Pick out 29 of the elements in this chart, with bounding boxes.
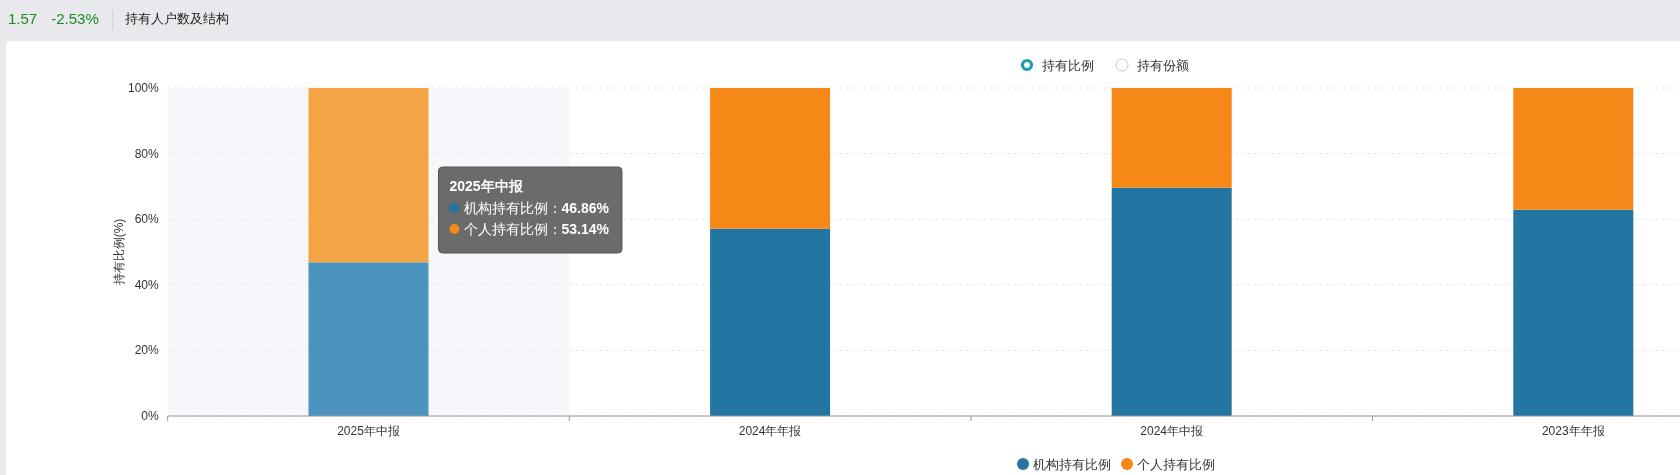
legend-label: 机构持有比例: [1033, 457, 1111, 472]
bar: [710, 88, 831, 229]
bar: [308, 88, 429, 263]
y-tick-label: 0%: [141, 409, 160, 423]
annotation: 机构持有比例：46.86%: [463, 200, 610, 216]
text: 持有份额: [1137, 58, 1189, 73]
text: 1.57: [8, 10, 38, 27]
y-tick-label: 80%: [134, 146, 160, 161]
bar: [1111, 187, 1232, 416]
y-tick-label: 60%: [134, 212, 160, 227]
annotation: 个人持有比例：53.14%: [463, 221, 610, 237]
legend-label: 个人持有比例: [1137, 457, 1215, 472]
chart-title: 持有人户数及结构: [124, 11, 229, 26]
y-tick-label: 40%: [134, 277, 160, 292]
bar: [1513, 88, 1634, 210]
x-tick-label: 2024年中报: [1140, 424, 1204, 438]
x-tick-label: 2023年年报: [1541, 424, 1605, 438]
bar: [710, 228, 831, 416]
bar: [1513, 209, 1634, 416]
text: 持有比例: [1042, 58, 1094, 73]
y-tick-label: 20%: [134, 343, 160, 358]
y-tick-label: 100%: [128, 81, 160, 95]
bar: [1111, 88, 1232, 188]
text: -2.53%: [51, 10, 99, 27]
y-axis-title: 持有比例(%): [112, 218, 126, 286]
annotation: 2025年中报: [449, 178, 524, 194]
bar: [308, 262, 429, 416]
x-tick-label: 2024年年报: [738, 424, 802, 438]
x-tick-label: 2025年中报: [337, 424, 400, 438]
